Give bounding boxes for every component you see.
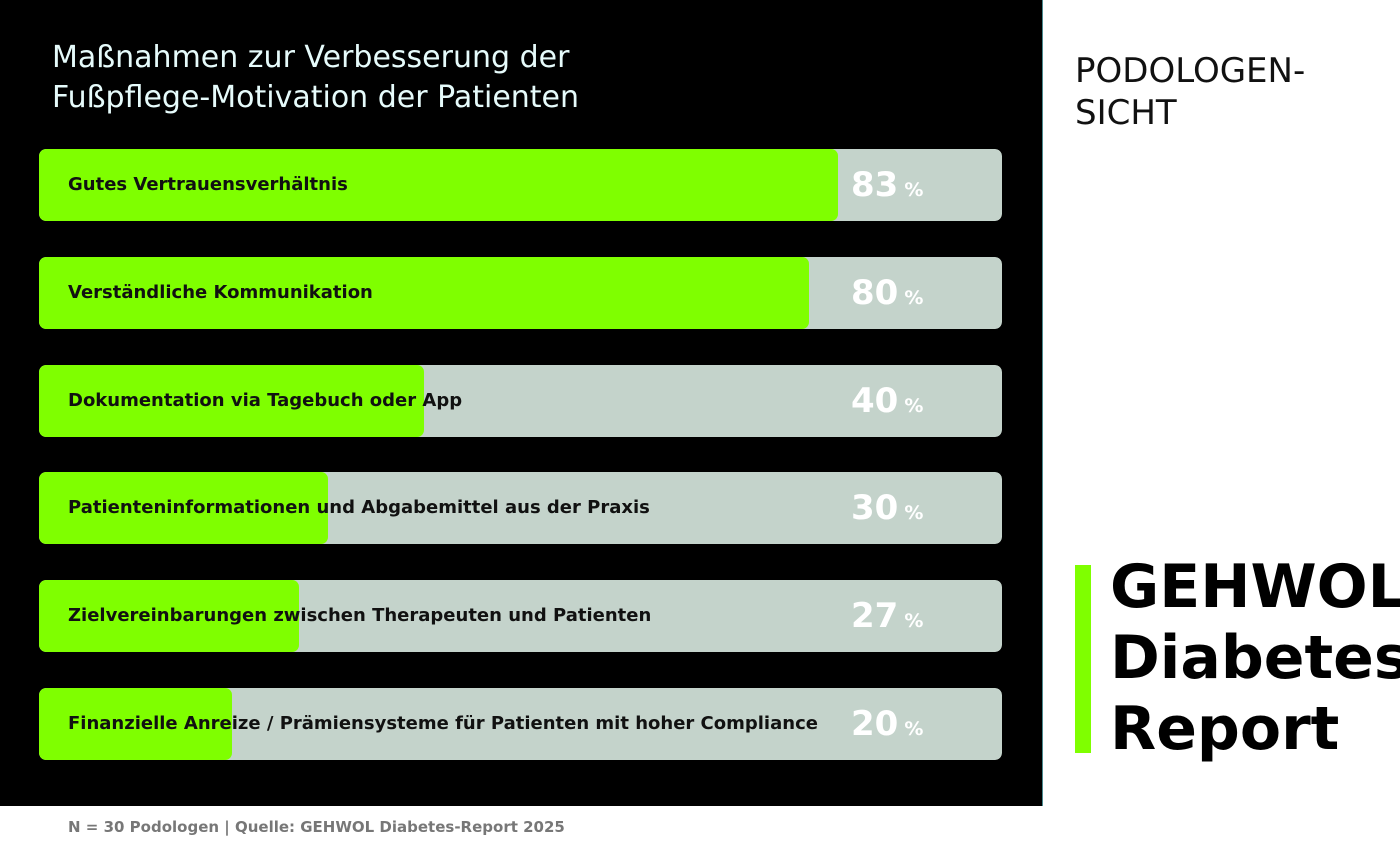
gehwol-logo: GEHWOL Diabetes Report (1110, 552, 1400, 764)
value-unit: % (904, 395, 924, 417)
data-label: 27% (851, 596, 923, 636)
data-label: 80% (851, 273, 923, 313)
footer-source: N = 30 Podologen | Quelle: GEHWOL Diabet… (68, 818, 565, 836)
value-number: 80 (851, 273, 899, 313)
chart-title: Maßnahmen zur Verbesserung der Fußpflege… (52, 40, 580, 115)
bar-label: Zielvereinbarungen zwischen Therapeuten … (68, 605, 652, 626)
bar-label: Dokumentation via Tagebuch oder App (68, 390, 463, 411)
data-label: 30% (851, 488, 923, 528)
bar-label: Patienteninformationen und Abgabemittel … (68, 497, 650, 518)
bar-row: Gutes Vertrauensverhältnis 83% (39, 149, 1002, 221)
bar-row: Zielvereinbarungen zwischen Therapeuten … (39, 580, 1002, 652)
value-number: 20 (851, 704, 899, 744)
logo-accent-bar (1075, 565, 1091, 753)
side-label: PODOLOGEN- SICHT (1075, 51, 1306, 133)
bar-row: Patienteninformationen und Abgabemittel … (39, 472, 1002, 544)
value-unit: % (904, 287, 924, 309)
value-number: 30 (851, 488, 899, 528)
value-number: 40 (851, 381, 899, 421)
bar-label: Verständliche Kommunikation (68, 282, 373, 303)
data-label: 20% (851, 704, 923, 744)
bar (39, 580, 299, 652)
bar (39, 149, 839, 221)
bar-row: Finanzielle Anreize / Prämiensysteme für… (39, 688, 1002, 760)
bar-row: Dokumentation via Tagebuch oder App 40% (39, 365, 1002, 437)
bar-label: Finanzielle Anreize / Prämiensysteme für… (68, 713, 818, 734)
data-label: 83% (851, 165, 923, 205)
bar (39, 257, 810, 329)
value-unit: % (904, 179, 924, 201)
bar-row: Verständliche Kommunikation 80% (39, 257, 1002, 329)
value-unit: % (904, 718, 924, 740)
bar (39, 688, 232, 760)
bar-label: Gutes Vertrauensverhältnis (68, 174, 348, 195)
chart-panel: Maßnahmen zur Verbesserung der Fußpflege… (0, 0, 1043, 806)
value-number: 27 (851, 596, 899, 636)
value-unit: % (904, 610, 924, 632)
bar (39, 472, 328, 544)
data-label: 40% (851, 381, 923, 421)
value-number: 83 (851, 165, 899, 205)
bar (39, 365, 425, 437)
value-unit: % (904, 502, 924, 524)
